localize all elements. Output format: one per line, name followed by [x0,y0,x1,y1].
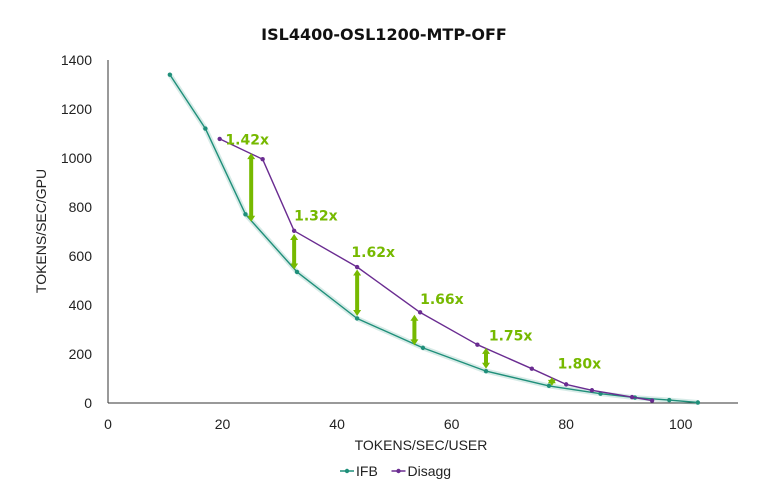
chart-title: ISL4400-OSL1200-MTP-OFF [261,25,507,44]
y-tick-label: 0 [84,395,92,411]
x-tick-label: 80 [558,416,574,432]
gain-label: 1.80x [558,357,602,373]
x-tick-label: 60 [444,416,460,432]
legend-ifb-marker [344,468,350,474]
gain-label: 1.32x [294,208,338,224]
y-tick-label: 600 [69,248,93,264]
x-axis-label: TOKENS/SEC/USER [355,437,488,453]
legend: IFB Disagg [340,463,451,479]
series-disagg-point [589,388,595,393]
series-disagg-point [475,342,480,347]
x-tick-label: 40 [329,416,345,432]
series-disagg-point [354,264,360,270]
gain-arrow-head-bottom [247,215,256,222]
gain-arrow-head-top [353,269,362,276]
series-ifb-point [294,269,300,275]
y-axis-label: TOKENS/SEC/GPU [33,169,49,293]
gain-arrow-head-bottom [482,362,490,369]
gain-label: 1.75x [489,329,533,345]
series-disagg-point [291,228,297,233]
series-disagg-point [217,136,222,142]
gain-arrow-head-top [410,314,419,321]
y-tick-label: 400 [69,297,93,313]
gain-label: 1.66x [420,292,464,308]
series-ifb-point [667,397,672,403]
y-axis: 0 200 400 600 800 1000 1200 1400 [61,52,92,411]
series-ifb-point [483,368,489,374]
legend-disagg-label: Disagg [408,463,452,479]
y-tick-label: 1400 [61,52,92,68]
series-ifb-point [203,126,208,131]
series-disagg-point [629,394,635,400]
series-disagg-point [529,366,535,371]
gain-label: 1.62x [351,245,395,261]
series-ifb-glow [167,73,699,405]
x-tick-label: 0 [104,416,112,432]
series-ifb-point [167,72,173,77]
series-layer [167,72,701,405]
x-tick-label: 100 [669,416,693,432]
series-ifb-point [695,400,701,405]
series-ifb-point [546,383,552,389]
y-tick-label: 1000 [61,150,92,166]
series-disagg-point [563,382,569,387]
annotations: 1.42x 1.32x 1.62x 1.66x 1.75x 1.80x [225,133,601,386]
gain-label: 1.42x [225,133,269,149]
legend-ifb-label: IFB [356,463,378,479]
y-tick-label: 1200 [61,101,92,117]
x-tick-label: 20 [215,416,231,432]
gain-arrow-head-bottom [547,379,556,386]
gain-arrow-head-bottom [290,263,299,270]
y-tick-label: 200 [69,346,93,362]
series-disagg-point [260,157,265,162]
legend-disagg-marker [396,468,401,474]
gain-arrow-head-top [290,233,299,240]
series-ifb-point [354,316,360,321]
series-ifb-point [243,212,248,217]
x-axis: 0 20 40 60 80 100 [104,416,693,432]
series-disagg-point [417,310,423,315]
series-ifb-point [420,345,426,351]
gain-arrow-head-bottom [410,339,419,346]
gain-arrow-head-top [247,153,256,160]
gain-arrow-head-top [482,347,490,354]
gain-arrow-head-bottom [353,310,362,317]
series-disagg-point [649,398,655,403]
y-tick-label: 800 [69,199,93,215]
